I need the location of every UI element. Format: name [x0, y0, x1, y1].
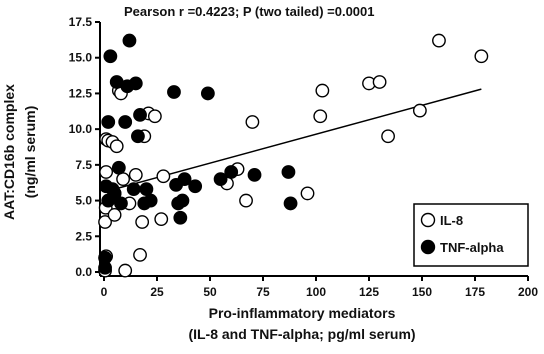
tnf-alpha-point — [213, 172, 228, 187]
x-tick-label: 200 — [518, 285, 538, 299]
tnf-alpha-point — [200, 86, 215, 101]
il-8-point — [315, 83, 330, 98]
il-8-point — [154, 212, 169, 227]
tnf-alpha-point — [101, 115, 116, 129]
y-tick-label: 5.0 — [75, 194, 92, 208]
chart-title: Pearson r =0.4223; P (two tailed) =0.000… — [124, 4, 375, 19]
tnf-alpha-point — [107, 186, 122, 201]
tnf-alpha-point — [111, 160, 126, 175]
legend: IL-8 TNF-alpha — [413, 203, 529, 267]
tnf-alpha-point — [126, 182, 141, 197]
y-tick-label: 0.0 — [75, 265, 92, 279]
il-8-point — [118, 263, 133, 278]
legend-box — [413, 203, 529, 267]
data-points — [98, 33, 489, 278]
x-tick-label: 75 — [256, 285, 270, 299]
x-tick-label: 125 — [359, 285, 379, 299]
tnf-alpha-point — [224, 165, 239, 179]
x-tick-label: 100 — [306, 285, 326, 299]
tnf-alpha-point — [133, 107, 147, 122]
legend-label: TNF-alpha — [440, 240, 504, 255]
y-axis-label: AAT:CD16b complex — [1, 84, 17, 220]
il-8-point — [300, 186, 315, 201]
il-8-point — [116, 172, 130, 187]
y-tick-label: 2.5 — [75, 229, 92, 243]
y-axis-label-units: (ng/ml serum) — [22, 105, 38, 199]
axes — [95, 21, 529, 281]
legend-il-8-marker — [420, 212, 436, 228]
il-8-point — [99, 165, 114, 179]
il-8-point — [412, 103, 427, 118]
x-axis-label-units: (IL-8 and TNF-alpha; pg/ml serum) — [188, 326, 416, 342]
y-tick-label: 15.0 — [69, 51, 93, 65]
il-8-point — [133, 247, 147, 262]
tnf-alpha-point — [118, 115, 133, 129]
il-8-point — [156, 169, 171, 184]
legend-label: IL-8 — [440, 213, 463, 228]
il-8-point — [135, 215, 150, 229]
x-tick-label: 0 — [101, 285, 108, 299]
il-8-point — [98, 215, 112, 229]
tnf-alpha-point — [247, 167, 262, 182]
tnf-alpha-point — [173, 210, 188, 225]
tnf-alpha-point — [128, 76, 143, 91]
tnf-alpha-point — [281, 165, 296, 179]
il-8-point — [239, 193, 253, 208]
il-8-point — [381, 129, 395, 144]
tnf-alpha-point — [98, 250, 112, 265]
il-8-point — [432, 33, 446, 48]
tick-labels: 0.0 2.5 5.0 7.5 10.0 12.5 15.0 17.5 0 25 50 75 100 12… — [69, 15, 539, 299]
x-tick-label: 50 — [203, 285, 217, 299]
tnf-alpha-point — [175, 193, 190, 208]
il-8-point — [109, 139, 124, 154]
y-tick-label: 17.5 — [69, 15, 93, 29]
y-tick-label: 7.5 — [75, 158, 92, 172]
x-tick-label: 25 — [150, 285, 164, 299]
tnf-alpha-point — [114, 196, 128, 211]
tnf-alpha-point — [143, 193, 158, 208]
il-8-point — [474, 49, 489, 64]
y-tick-label: 12.5 — [69, 86, 93, 100]
y-tick-label: 10.0 — [69, 122, 93, 136]
il-8-point — [245, 115, 260, 129]
tnf-alpha-point — [139, 182, 154, 197]
tnf-alpha-point — [103, 49, 118, 64]
x-tick-label: 175 — [465, 285, 485, 299]
il-8-point — [147, 109, 162, 124]
il-8-point — [128, 167, 143, 182]
tnf-alpha-point — [283, 196, 298, 211]
il-8-point — [107, 207, 122, 222]
x-axis-label: Pro-inflammatory mediators — [208, 305, 396, 321]
legend-tnf-alpha-marker — [420, 239, 436, 255]
tnf-alpha-point — [177, 172, 192, 187]
x-tick-label: 150 — [412, 285, 432, 299]
tnf-alpha-point — [167, 85, 181, 99]
tnf-alpha-point — [188, 179, 203, 194]
tnf-alpha-point — [131, 129, 145, 144]
tnf-alpha-point — [122, 33, 137, 48]
il-8-point — [372, 75, 387, 89]
il-8-point — [313, 109, 328, 124]
